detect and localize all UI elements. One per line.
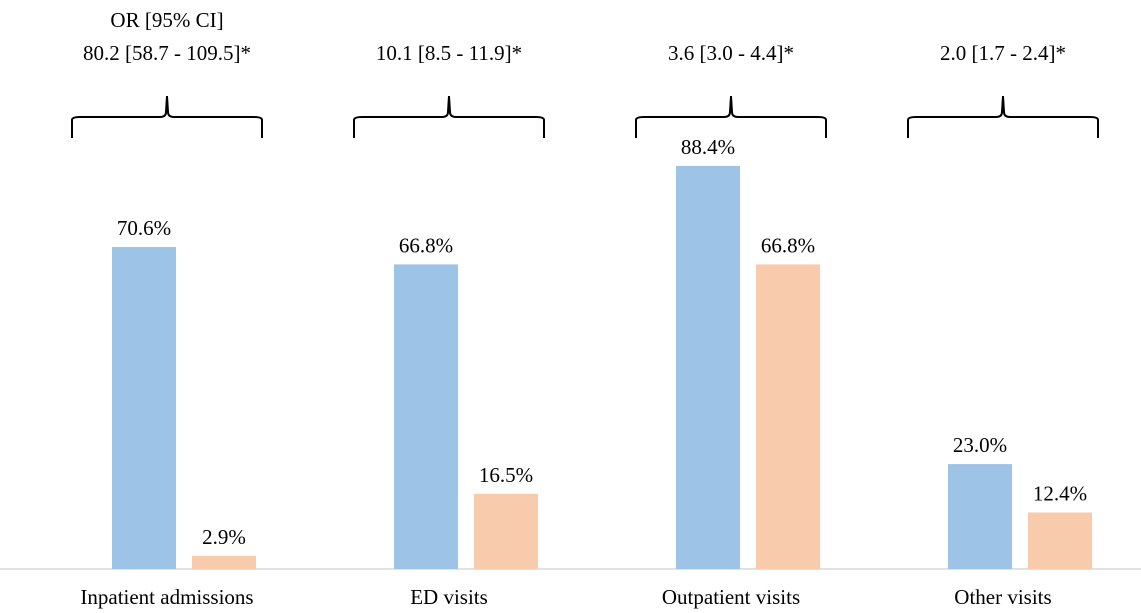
- brace-4: [907, 95, 1099, 138]
- bar-series2-4: [1028, 512, 1092, 569]
- category-label-2: ED visits: [410, 585, 488, 609]
- data-label-series2-3: 66.8%: [761, 233, 815, 257]
- bar-series2-1: [192, 555, 256, 569]
- data-label-series1-1: 70.6%: [117, 216, 171, 240]
- bar-series2-2: [474, 493, 538, 569]
- brace-3: [635, 95, 827, 138]
- bars-group: [112, 165, 1092, 569]
- bar-series2-3: [756, 264, 820, 569]
- category-label-1: Inpatient admissions: [80, 585, 253, 609]
- data-label-series1-2: 66.8%: [399, 233, 453, 257]
- data-label-series2-2: 16.5%: [479, 463, 533, 487]
- braces-group: [71, 95, 1099, 138]
- category-label-4: Other visits: [954, 585, 1051, 609]
- bar-series1-3: [676, 165, 740, 569]
- data-label-series2-4: 12.4%: [1033, 481, 1087, 505]
- data-label-series1-4: 23.0%: [953, 433, 1007, 457]
- or-annotation-2-line-1: 10.1 [8.5 - 11.9]*: [376, 41, 522, 65]
- brace-2: [353, 95, 545, 138]
- or-annotation-3-line-1: 3.6 [3.0 - 4.4]*: [668, 41, 794, 65]
- bar-series1-4: [948, 464, 1012, 569]
- data-label-series2-1: 2.9%: [202, 525, 246, 549]
- brace-1: [71, 95, 263, 138]
- bar-series1-2: [394, 264, 458, 569]
- or-annotation-1-line-1: OR [95% CI]: [110, 8, 223, 32]
- labels-group: 70.6% 66.8% 88.4% 23.0% 2.9% 16.5% 66.8% 12.4% I…: [80, 8, 1087, 609]
- bar-series1-1: [112, 247, 176, 569]
- or-annotation-4-line-1: 2.0 [1.7 - 2.4]*: [940, 41, 1066, 65]
- data-label-series1-3: 88.4%: [681, 135, 735, 159]
- or-annotation-1-line-2: 80.2 [58.7 - 109.5]*: [83, 41, 251, 65]
- category-label-3: Outpatient visits: [662, 585, 800, 609]
